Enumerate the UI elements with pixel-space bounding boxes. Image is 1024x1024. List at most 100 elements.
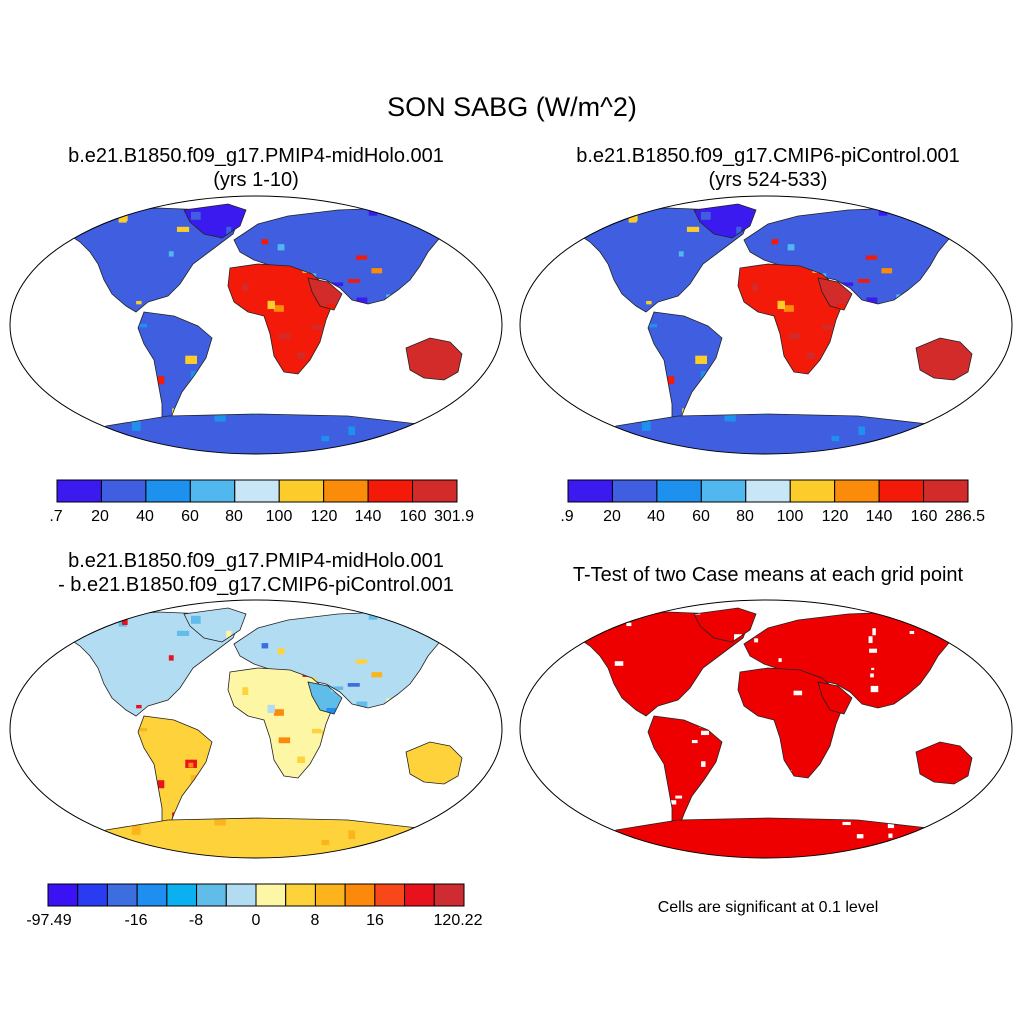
significance-note: Cells are significant at 0.1 level [657,899,879,916]
colorbar-swatch [196,883,227,907]
panel-title-line1: b.e21.B1850.f09_g17.PMIP4-midHolo.001 [68,550,444,572]
tick-label: -8 [188,912,204,929]
land-arabia [818,278,852,310]
land-africa [738,668,844,778]
panel-title-line1: b.e21.B1850.f09_g17.CMIP6-piControl.001 [576,145,960,167]
land-australia [406,338,462,380]
colorbar-swatch [367,479,414,503]
tick-label: 16 [366,912,384,929]
tick-label: 301.9 [433,508,475,525]
land-arabia [308,682,342,714]
tick-label: 140 [354,508,382,525]
land-africa [738,264,844,374]
panel-title-line2: - b.e21.B1850.f09_g17.CMIP6-piControl.00… [58,574,454,596]
land-australia [406,742,462,784]
colorbar-bottom-left [47,883,465,907]
coastline-australia [915,741,973,785]
coastline-greenland [183,607,247,643]
colorbar-swatch [923,479,969,503]
tick-label: 120.22 [433,912,483,929]
colorbar-swatch [255,883,287,907]
tick-label: 160 [910,508,938,525]
coastline-arabia [307,277,343,311]
colorbar-swatch [56,479,102,503]
land-eurasia [234,208,450,304]
colorbar-swatch [433,883,465,907]
colorbar-swatch [404,883,435,907]
colorbar-swatch [656,479,702,503]
tick-label: 60 [692,508,710,525]
coastline-africa [737,667,845,779]
land-samerica [648,716,722,830]
colorbar-swatch [834,479,880,503]
panel-title-line2: (yrs 1-10) [213,169,299,191]
colorbar-swatch [47,883,79,907]
land-arabia [818,682,852,714]
tick-label: 40 [647,508,665,525]
map-panel-ttest [519,599,1013,859]
colorbar-swatch [106,883,138,907]
tick-label: 120 [821,508,849,525]
tick-label: 20 [603,508,621,525]
panel-title-line2: (yrs 524-533) [708,169,828,191]
coastline-australia [405,741,463,785]
coastline-australia [915,337,973,381]
colorbar-swatch [878,479,925,503]
panel-title-line1: T-Test of two Case means at each grid po… [572,564,964,586]
colorbar-swatch [700,479,747,503]
tick-label: .9 [560,508,574,525]
tick-label: .7 [49,508,63,525]
coastline-africa [737,263,845,375]
panel-title-bottom-right: T-Test of two Case means at each grid po… [512,563,1024,587]
land-namerica [578,208,750,312]
colorbar-swatch [166,883,198,907]
land-greenland [694,608,756,642]
colorbar-swatch [100,479,147,503]
tick-label: 286.5 [944,508,986,525]
colorbar-swatch [611,479,658,503]
land-eurasia [744,208,960,304]
land-samerica [138,312,212,426]
colorbar-swatch [234,479,280,503]
map-panel-picontrol [519,195,1013,455]
colorbar-swatch [789,479,836,503]
map-panel-difference [9,599,503,859]
colorbar-swatch [145,479,191,503]
land-eurasia [744,612,960,708]
map-border [9,599,503,859]
tick-label: 100 [776,508,804,525]
panel-title-bottom-left: b.e21.B1850.f09_g17.PMIP4-midHolo.001 - … [0,549,512,597]
tick-label: 120 [310,508,338,525]
colorbar-swatch [77,883,108,907]
panel-title-top-right: b.e21.B1850.f09_g17.CMIP6-piControl.001 … [512,144,1024,192]
tick-label: 80 [225,508,243,525]
tick-label: 140 [865,508,893,525]
land-australia [916,338,972,380]
tick-label: 60 [181,508,199,525]
tick-label: -16 [124,912,148,929]
colorbar-swatch [136,883,168,907]
colorbar-top-left [56,479,458,503]
colorbar-swatch [189,479,236,503]
panel-title-top-left: b.e21.B1850.f09_g17.PMIP4-midHolo.001 (y… [0,144,512,192]
coastline-africa [227,263,335,375]
map-panel-midholo [9,195,503,455]
tick-label: 160 [399,508,427,525]
tick-label: 8 [310,912,320,929]
land-africa [228,668,334,778]
coastline-arabia [817,681,853,715]
tick-label: 100 [265,508,293,525]
colorbar-swatch [344,883,376,907]
land-samerica [138,716,212,830]
colorbar-swatch [412,479,458,503]
land-namerica [68,208,240,312]
colorbar-swatch [285,883,316,907]
land-australia [916,742,972,784]
tick-label: 40 [136,508,154,525]
map-border [519,195,1013,455]
colorbar-swatch [314,883,346,907]
coastline-arabia [307,681,343,715]
land-eurasia [234,612,450,708]
tick-label: 80 [736,508,754,525]
land-namerica [578,612,750,716]
